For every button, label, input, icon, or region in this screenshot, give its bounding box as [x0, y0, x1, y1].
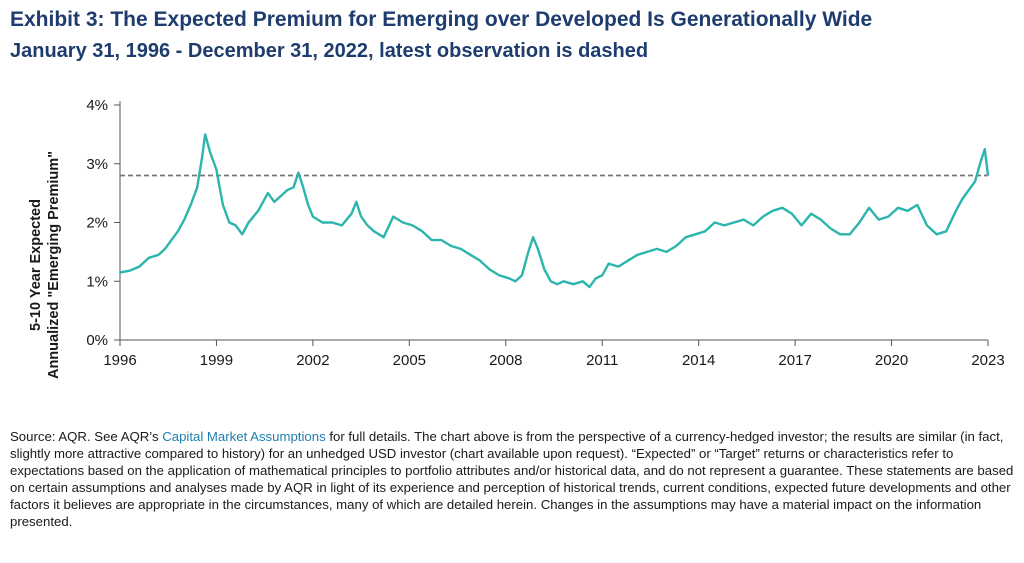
chart-subtitle: January 31, 1996 - December 31, 2022, la…: [10, 40, 649, 62]
x-tick-label: 2020: [875, 352, 908, 369]
chart-title: Exhibit 3: The Expected Premium for Emer…: [10, 8, 873, 31]
y-tick-label: 1%: [86, 273, 108, 290]
line-chart: 5-10 Year Expected Annualized "Emerging …: [28, 97, 1005, 379]
y-tick-label: 2%: [86, 215, 108, 232]
x-tick-label: 2023: [971, 352, 1004, 369]
x-tick-label: 1996: [103, 352, 136, 369]
y-tick-label: 4%: [86, 97, 108, 114]
source-body: for full details. The chart above is fro…: [10, 429, 1014, 529]
emerging-premium-series-line: [119, 133, 990, 289]
source-prefix: Source: AQR. See AQR’s: [10, 429, 163, 444]
y-axis-label-line2: Annualized "Emerging Premium": [46, 151, 62, 379]
series-lines: [119, 133, 990, 289]
x-tick-label: 2011: [586, 352, 618, 369]
y-tick-label: 0%: [86, 332, 108, 349]
source-note: Source: AQR. See AQR’s Capital Market As…: [10, 428, 1015, 530]
x-tick-label: 2017: [778, 352, 811, 369]
y-axis-label-line1: 5-10 Year Expected: [28, 199, 44, 331]
capital-market-assumptions-link[interactable]: Capital Market Assumptions: [162, 429, 326, 444]
tick-labels: 0% 1% 2% 3% 4% 1996 1999 2002 2005 2008 2011 2014 20…: [86, 97, 1004, 369]
x-tick-label: 2005: [393, 352, 426, 369]
y-tick-label: 3%: [86, 156, 108, 173]
x-tick-label: 2008: [489, 352, 522, 369]
x-tick-label: 2002: [296, 352, 329, 369]
x-tick-label: 2014: [682, 352, 715, 369]
axes: [114, 101, 989, 346]
x-tick-label: 1999: [200, 352, 233, 369]
